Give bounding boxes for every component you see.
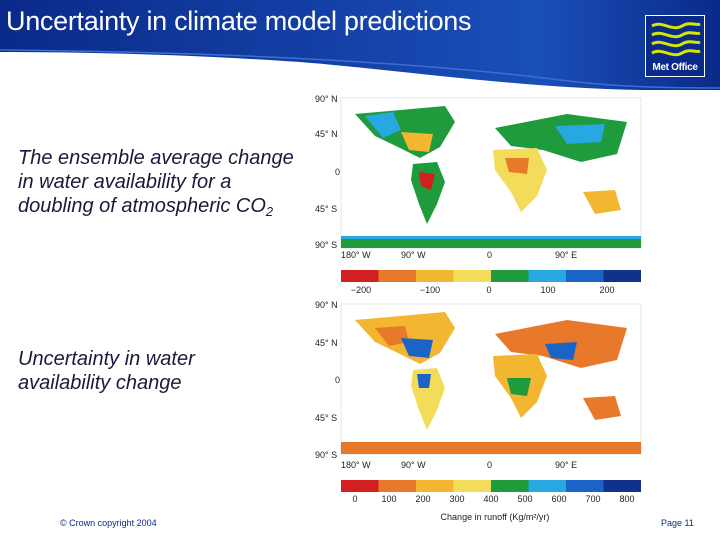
- colorbar-tick: 500: [517, 494, 532, 504]
- lat-label: 90° S: [315, 240, 337, 250]
- lon-label: 90° E: [555, 460, 577, 470]
- lon-label: 0: [487, 460, 492, 470]
- colorbar-tick: 200: [415, 494, 430, 504]
- lat-label: 45° N: [315, 129, 338, 139]
- colorbar-tick: 100: [381, 494, 396, 504]
- colorbar-tick: 300: [449, 494, 464, 504]
- colorbar-tick: 800: [619, 494, 634, 504]
- wave-lines-icon: [651, 22, 701, 57]
- lat-axis-labels: 90° N 45° N 0 45° S 90° S: [315, 94, 340, 250]
- colorbar-swatch: [603, 270, 641, 282]
- colorbar-tick: 0: [352, 494, 357, 504]
- colorbar-swatch: [453, 270, 491, 282]
- lon-label: 0: [487, 250, 492, 260]
- lon-label: 90° W: [401, 250, 426, 260]
- lat-axis-labels: 90° N 45° N 0 45° S 90° S: [315, 300, 340, 460]
- colorbar-swatch: [378, 480, 416, 492]
- colorbar-swatch: [341, 270, 379, 282]
- caption-uncertainty: Uncertainty in water availability change: [18, 348, 195, 394]
- lon-label: 90° W: [401, 460, 426, 470]
- lat-label: 45° N: [315, 338, 338, 348]
- colorbar-tick: 100: [540, 285, 555, 295]
- lat-label: 0: [335, 167, 340, 177]
- colorbar-swatch: [566, 480, 604, 492]
- colorbar-swatch: [491, 480, 529, 492]
- colorbar-swatch: [378, 270, 416, 282]
- caption-ensemble-text: The ensemble average change in water ava…: [18, 147, 294, 217]
- uncertainty-map: 90° N 45° N 0 45° S 90° S 180° W 90° W 0…: [305, 298, 645, 533]
- colorbar: [341, 480, 641, 492]
- colorbar-swatch: [603, 480, 641, 492]
- lat-label: 45° S: [315, 413, 337, 423]
- lon-label: 180° W: [341, 250, 371, 260]
- lon-axis-labels: 180° W 90° W 0 90° E: [341, 460, 577, 470]
- page-number: Page 11: [661, 518, 694, 528]
- lon-label: 90° E: [555, 250, 577, 260]
- lat-label: 90° N: [315, 94, 338, 104]
- caption-subscript: 2: [265, 204, 274, 219]
- slide-title: Uncertainty in climate model predictions: [6, 6, 472, 36]
- lon-label: 180° W: [341, 460, 371, 470]
- colorbar-tick: 400: [483, 494, 498, 504]
- met-office-logo: Met Office: [645, 15, 705, 77]
- colorbar-tick: −100: [420, 285, 440, 295]
- colorbar-swatch: [416, 480, 454, 492]
- colorbar-swatch: [416, 270, 454, 282]
- continents: [341, 312, 641, 454]
- copyright-text: © Crown copyright 2004: [60, 518, 157, 528]
- colorbar-ticks: −200 −100 0 100 200: [351, 285, 615, 295]
- logo-text: Met Office: [652, 62, 698, 73]
- caption-ensemble-average: The ensemble average change in water ava…: [18, 146, 298, 224]
- colorbar-tick: 0: [486, 285, 491, 295]
- ensemble-map-svg: 90° N 45° N 0 45° S 90° S 180° W 90° W 0…: [315, 94, 642, 295]
- colorbar-tick: 700: [585, 494, 600, 504]
- colorbar-label: Change in runoff (Kg/m²/yr): [441, 512, 550, 522]
- lat-label: 0: [335, 375, 340, 385]
- lon-axis-labels: 180° W 90° W 0 90° E: [341, 250, 577, 260]
- colorbar-ticks: 0 100 200 300 400 500 600 700 800: [352, 494, 634, 504]
- colorbar-tick: 200: [599, 285, 614, 295]
- uncertainty-map-svg: 90° N 45° N 0 45° S 90° S 180° W 90° W 0…: [315, 300, 642, 522]
- colorbar-swatch: [528, 270, 566, 282]
- header-swoosh: [0, 0, 720, 90]
- header-band: [0, 0, 720, 90]
- colorbar-swatch: [341, 480, 379, 492]
- colorbar-swatch: [528, 480, 566, 492]
- colorbar: [341, 270, 641, 282]
- lat-label: 90° S: [315, 450, 337, 460]
- continents: [341, 106, 641, 248]
- colorbar-tick: 600: [551, 494, 566, 504]
- colorbar-swatch: [566, 270, 604, 282]
- colorbar-tick: −200: [351, 285, 371, 295]
- colorbar-swatch: [491, 270, 529, 282]
- lat-label: 45° S: [315, 204, 337, 214]
- colorbar-swatch: [453, 480, 491, 492]
- ensemble-average-map: 90° N 45° N 0 45° S 90° S 180° W 90° W 0…: [305, 92, 645, 307]
- lat-label: 90° N: [315, 300, 338, 310]
